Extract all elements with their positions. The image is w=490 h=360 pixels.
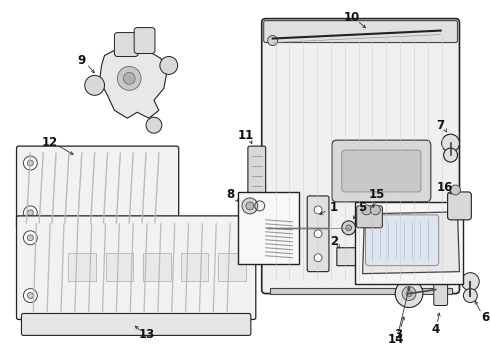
Text: 1: 1 — [330, 201, 338, 215]
Circle shape — [362, 205, 371, 215]
Circle shape — [160, 57, 178, 75]
Circle shape — [451, 185, 461, 195]
Text: 12: 12 — [42, 136, 58, 149]
FancyBboxPatch shape — [262, 19, 460, 293]
Text: 7: 7 — [437, 119, 445, 132]
FancyBboxPatch shape — [447, 192, 471, 220]
FancyBboxPatch shape — [17, 216, 256, 319]
Text: 14: 14 — [388, 333, 404, 346]
Circle shape — [406, 291, 412, 297]
Bar — [238, 192, 299, 264]
Circle shape — [370, 205, 380, 215]
Circle shape — [24, 289, 37, 302]
Polygon shape — [363, 212, 460, 274]
Text: 4: 4 — [432, 323, 440, 336]
Circle shape — [395, 280, 423, 307]
Circle shape — [346, 225, 352, 231]
FancyBboxPatch shape — [248, 146, 266, 195]
Circle shape — [246, 202, 254, 210]
FancyBboxPatch shape — [357, 206, 382, 228]
Circle shape — [24, 206, 37, 220]
Bar — [181, 253, 208, 280]
FancyBboxPatch shape — [307, 196, 329, 272]
Text: 9: 9 — [77, 54, 86, 67]
Circle shape — [123, 72, 135, 84]
Circle shape — [85, 75, 104, 95]
Circle shape — [252, 195, 262, 205]
Text: 6: 6 — [481, 311, 490, 324]
Circle shape — [314, 206, 322, 214]
Text: 2: 2 — [330, 235, 338, 248]
Text: 8: 8 — [226, 188, 234, 202]
FancyBboxPatch shape — [342, 150, 421, 192]
Bar — [143, 253, 171, 280]
FancyBboxPatch shape — [264, 21, 458, 42]
Circle shape — [402, 287, 416, 301]
Bar — [68, 253, 96, 280]
FancyBboxPatch shape — [332, 140, 431, 202]
Polygon shape — [337, 248, 362, 266]
Text: 15: 15 — [368, 188, 385, 202]
FancyBboxPatch shape — [114, 32, 138, 57]
Circle shape — [118, 67, 141, 90]
Circle shape — [27, 293, 33, 298]
Polygon shape — [99, 45, 167, 118]
Bar — [355, 202, 464, 284]
Bar — [218, 253, 246, 280]
Circle shape — [314, 254, 322, 262]
FancyBboxPatch shape — [134, 28, 155, 54]
Circle shape — [314, 230, 322, 238]
Circle shape — [342, 221, 356, 235]
Text: 5: 5 — [359, 201, 367, 215]
FancyBboxPatch shape — [434, 280, 447, 306]
FancyBboxPatch shape — [22, 314, 251, 336]
Text: 13: 13 — [139, 328, 155, 341]
Circle shape — [441, 134, 460, 152]
Circle shape — [268, 36, 277, 45]
Text: 16: 16 — [437, 181, 453, 194]
Circle shape — [443, 148, 458, 162]
Circle shape — [27, 160, 33, 166]
Bar — [105, 253, 133, 280]
Circle shape — [24, 231, 37, 245]
FancyBboxPatch shape — [366, 215, 439, 266]
Circle shape — [462, 273, 479, 291]
FancyBboxPatch shape — [17, 146, 179, 230]
Circle shape — [464, 289, 477, 302]
Circle shape — [242, 198, 258, 214]
Text: 3: 3 — [394, 328, 402, 341]
Text: 10: 10 — [343, 11, 360, 24]
Circle shape — [27, 235, 33, 241]
Circle shape — [24, 156, 37, 170]
Text: 11: 11 — [238, 129, 254, 142]
Circle shape — [27, 210, 33, 216]
Bar — [270, 288, 452, 293]
Circle shape — [146, 117, 162, 133]
